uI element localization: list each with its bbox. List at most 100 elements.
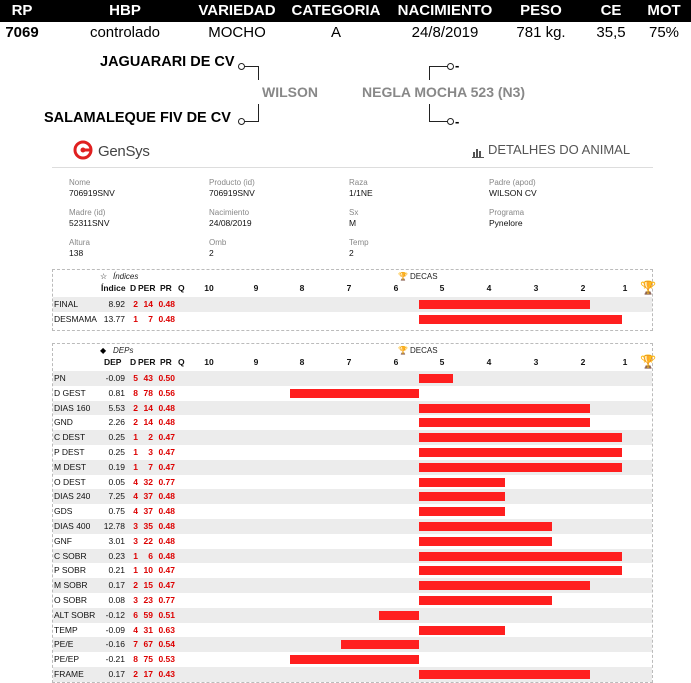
field-label: Nacimiento: [209, 208, 250, 217]
row-value: 6: [148, 550, 153, 561]
row-value: 8: [133, 654, 138, 665]
table-row: TEMP -0.09 4 31 0.63: [53, 622, 652, 638]
row-value: 0.21: [108, 565, 125, 576]
header-value: A: [330, 24, 341, 41]
field-label: Nome: [69, 178, 91, 187]
row-label: O SOBR: [54, 595, 88, 605]
row-value: 35: [143, 521, 153, 531]
deca-tick-label: 4: [486, 357, 492, 367]
column-header: PER: [138, 283, 156, 293]
row-value: 3: [133, 521, 138, 531]
row-label: P DEST: [54, 447, 85, 457]
row-value: 0.48: [158, 550, 175, 561]
header-value: 35,5: [596, 24, 626, 41]
row-label: ALT SOBR: [54, 609, 96, 620]
field-label: Raza: [349, 178, 368, 187]
gensys-logo-icon: [72, 139, 96, 166]
row-label: PN: [54, 373, 66, 383]
row-value: 7: [148, 461, 153, 472]
row-value: 14: [143, 402, 153, 413]
row-value: 1: [133, 447, 138, 457]
header-value: 75%: [648, 24, 680, 41]
row-value: 0.47: [158, 432, 175, 443]
row-label: D GEST: [54, 387, 86, 398]
field-value: 706919SNV: [209, 188, 255, 198]
deca-bar: [419, 314, 622, 324]
deca-tick-label: 5: [439, 357, 445, 367]
divider: [52, 167, 653, 168]
row-value: 3.01: [108, 535, 125, 546]
header-value: 24/8/2019: [411, 24, 479, 41]
table-row: P SOBR 0.21 1 10 0.47: [53, 563, 652, 579]
row-value: 0.51: [158, 609, 175, 620]
row-label: M SOBR: [54, 580, 88, 591]
header-column-label: MOT: [647, 2, 681, 19]
deca-tick-label: 5: [439, 283, 445, 293]
deca-tick-label: 9: [253, 357, 259, 367]
deca-tick-label: 8: [299, 283, 305, 293]
deca-bar: [419, 477, 505, 487]
row-value: 0.50: [158, 373, 175, 383]
deca-bar: [419, 448, 622, 457]
row-label: FINAL: [54, 299, 79, 309]
deca-bar: [379, 610, 419, 620]
field-value: 138: [69, 248, 84, 258]
trophy-icon: 🏆: [640, 280, 657, 295]
field-value: 52311SNV: [69, 218, 110, 228]
sire-name: WILSON: [262, 84, 318, 100]
row-value: 4: [133, 506, 138, 517]
table-row: ALT SOBR -0.12 6 59 0.51: [53, 607, 652, 623]
header-column-label: CE: [600, 2, 622, 19]
deca-bar: [419, 625, 505, 635]
row-value: 0.47: [158, 565, 175, 576]
field-label: Sx: [349, 208, 359, 217]
row-value: 0.77: [158, 476, 175, 487]
sire-sire-name: JAGUARARI DE CV: [100, 54, 235, 70]
table-row: FRAME 0.17 2 17 0.43: [53, 667, 652, 682]
row-value: 14: [143, 299, 153, 309]
row-value: -0.21: [105, 654, 125, 665]
deca-tick-label: 2: [580, 283, 586, 293]
row-value: 0.77: [158, 595, 175, 605]
row-value: 23: [143, 595, 153, 605]
row-value: 0.25: [108, 447, 125, 457]
column-header: Q: [178, 357, 185, 367]
deca-bar: [419, 374, 453, 383]
row-value: 1: [133, 550, 138, 561]
table-row: PE/E -0.16 7 67 0.54: [53, 637, 652, 653]
row-value: 7: [148, 313, 153, 324]
column-header: D: [130, 357, 137, 367]
header-value: 781 kg.: [516, 24, 566, 41]
row-value: 0.48: [158, 521, 175, 531]
deca-bar: [419, 418, 590, 428]
field-label: Padre (apod): [489, 178, 536, 187]
row-value: 0.53: [158, 654, 175, 665]
row-value: 3: [133, 535, 138, 546]
table-row: C SOBR 0.23 1 6 0.48: [53, 548, 652, 564]
chart-icon: [472, 145, 484, 163]
row-value: 0.17: [108, 580, 125, 591]
row-value: 7.25: [108, 491, 125, 502]
row-label: O DEST: [54, 476, 86, 487]
row-value: 0.47: [158, 447, 175, 457]
row-value: -0.09: [105, 373, 125, 383]
row-label: DIAS 240: [54, 491, 91, 502]
row-value: 10: [143, 565, 153, 576]
row-value: 43: [143, 373, 153, 383]
row-value: 3: [148, 447, 153, 457]
row-value: 0.56: [158, 387, 175, 398]
table-row: GND 2.26 2 14 0.48: [53, 415, 652, 431]
deca-bar: [419, 300, 590, 309]
row-value: 67: [143, 639, 153, 650]
deca-bar: [419, 492, 505, 502]
row-label: PE/EP: [54, 654, 80, 665]
field-value: Pynelore: [489, 218, 523, 228]
field-value: 706919SNV: [69, 188, 115, 198]
deca-bar: [419, 403, 590, 413]
row-label: P SOBR: [54, 565, 86, 576]
row-value: 2.26: [108, 417, 125, 428]
table-row: D GEST 0.81 8 78 0.56: [53, 385, 652, 401]
table-row: GDS 0.75 4 37 0.48: [53, 504, 652, 520]
dam-sire-name: -: [455, 58, 460, 73]
row-value: 37: [143, 506, 153, 517]
